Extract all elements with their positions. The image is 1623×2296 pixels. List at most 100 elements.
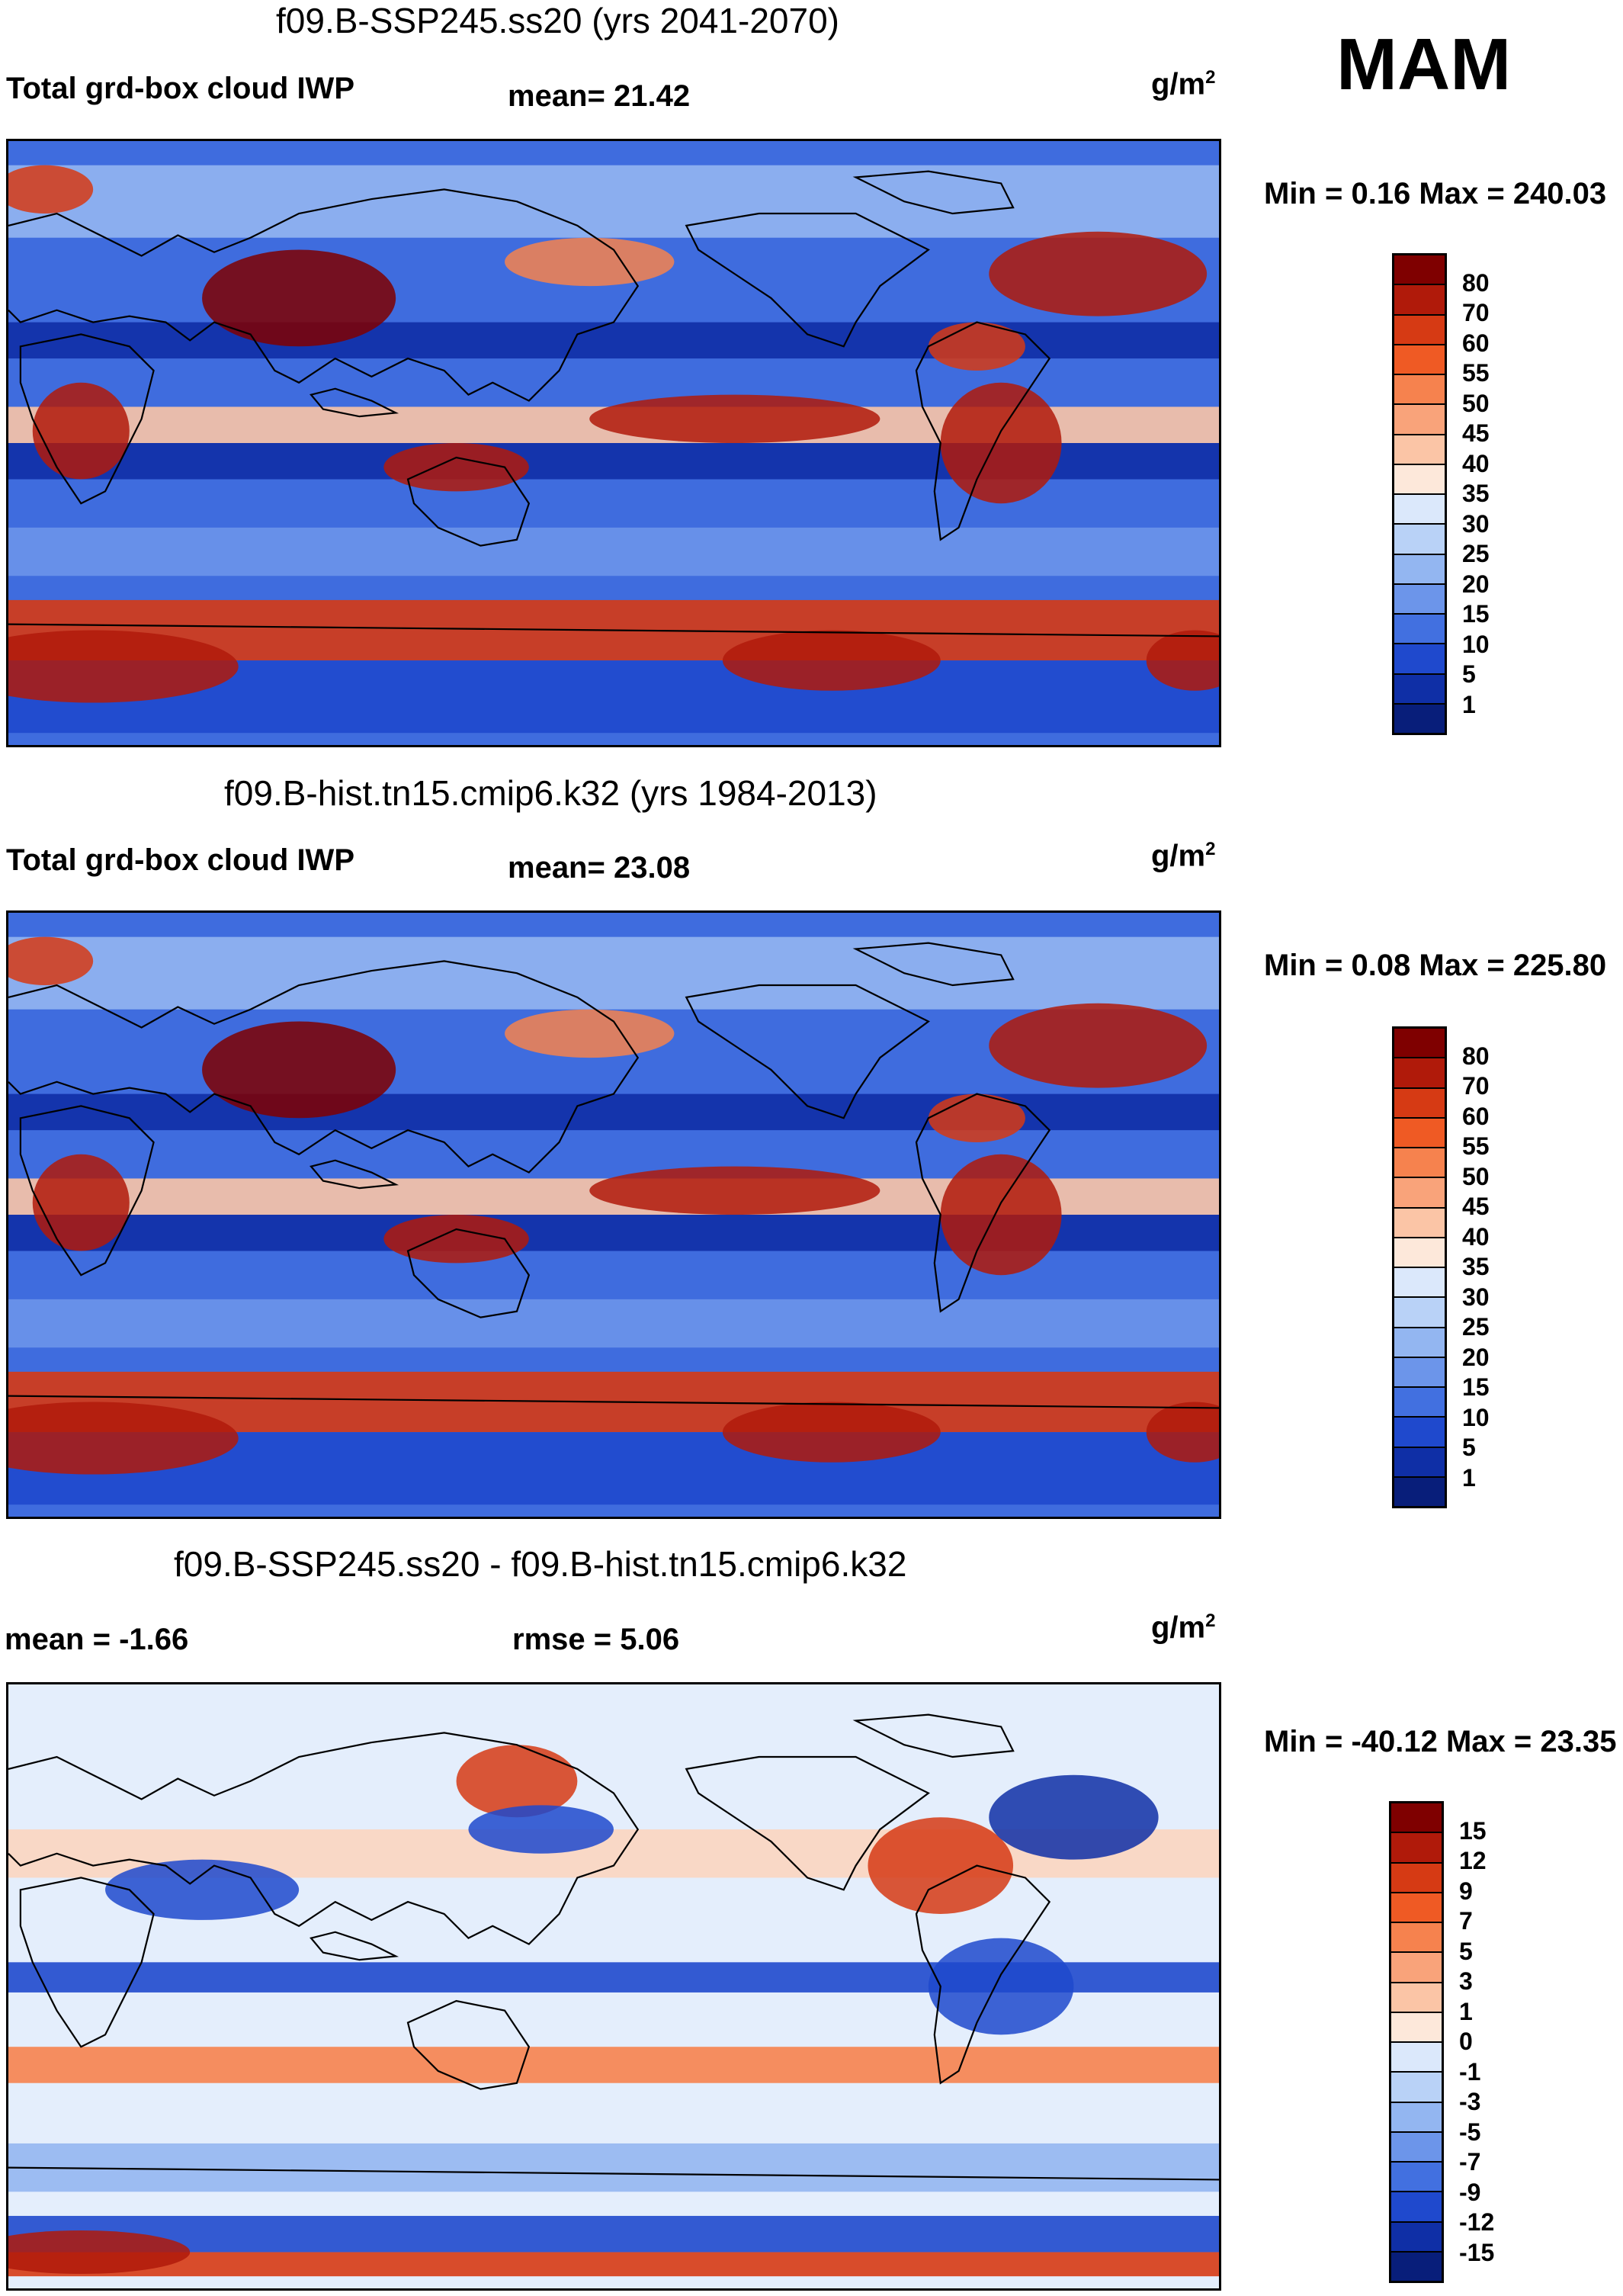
colorbar-cell xyxy=(1394,1388,1445,1418)
colorbar-tick-label: 1 xyxy=(1462,690,1476,718)
panel-3-rmse-label: rmse = 5.06 xyxy=(512,1623,680,1656)
field-blob xyxy=(589,394,880,443)
panel-3-map xyxy=(6,1682,1221,2291)
panel-3-units: g/m2 xyxy=(1151,1610,1216,1645)
colorbar-tick-label: 80 xyxy=(1462,1042,1490,1070)
colorbar-tick-label: 70 xyxy=(1462,299,1490,326)
colorbar-cell xyxy=(1394,1418,1445,1448)
colorbar-cell xyxy=(1394,615,1445,645)
colorbar-tick-label: -9 xyxy=(1459,2178,1481,2206)
colorbar-cell xyxy=(1394,405,1445,435)
colorbar-cell xyxy=(1391,2252,1442,2281)
coastline xyxy=(310,1159,399,1190)
field-band xyxy=(8,2215,1219,2253)
coastline xyxy=(310,387,399,418)
colorbar-cell xyxy=(1394,464,1445,495)
panel-2-title: f09.B-hist.tn15.cmip6.k32 (yrs 1984-2013… xyxy=(224,773,877,813)
colorbar-tick-label: 10 xyxy=(1462,630,1490,658)
colorbar-tick-label: 70 xyxy=(1462,1072,1490,1100)
field-blob xyxy=(8,1402,239,1475)
colorbar-cell xyxy=(1394,1208,1445,1238)
colorbar-cell xyxy=(1394,1447,1445,1478)
coastline xyxy=(852,1713,1015,1758)
colorbar-tick-label: 45 xyxy=(1462,419,1490,447)
panel-2-map xyxy=(6,910,1221,1519)
coastline xyxy=(19,1105,155,1276)
coastline xyxy=(915,1093,1051,1313)
field-band xyxy=(8,936,1219,1010)
coastline xyxy=(310,1931,399,1961)
field-blob xyxy=(202,249,396,347)
panel-1-colorbar xyxy=(1392,253,1447,735)
coastline xyxy=(406,1999,531,2090)
coastline xyxy=(852,942,1015,987)
season-label: MAM xyxy=(1336,24,1512,105)
panel-3-colorbar xyxy=(1389,1801,1444,2283)
field-blob xyxy=(32,382,130,480)
colorbar-tick-label: 50 xyxy=(1462,389,1490,417)
colorbar-tick-label: 9 xyxy=(1459,1877,1473,1905)
field-blob xyxy=(928,1093,1025,1142)
colorbar-tick-label: 20 xyxy=(1462,1343,1490,1371)
coastline xyxy=(915,1864,1051,2085)
field-blob xyxy=(32,1154,130,1251)
field-blob xyxy=(940,1154,1062,1276)
panel-3-title: f09.B-SSP245.ss20 - f09.B-hist.tn15.cmip… xyxy=(174,1544,907,1584)
colorbar-tick-label: 1 xyxy=(1462,1463,1476,1492)
panel-1-units: g/m2 xyxy=(1151,67,1216,101)
coastline xyxy=(685,984,930,1119)
colorbar-cell xyxy=(1391,1863,1442,1893)
colorbar-tick-label: 30 xyxy=(1462,509,1490,538)
panel-2-units: g/m2 xyxy=(1151,839,1216,873)
coastline xyxy=(8,188,640,402)
colorbar-tick-label: 5 xyxy=(1462,660,1476,688)
colorbar-cell xyxy=(1391,2102,1442,2133)
colorbar-tick-label: 35 xyxy=(1462,480,1490,507)
colorbar-cell xyxy=(1394,495,1445,525)
field-blob xyxy=(105,1859,300,1920)
colorbar-tick-label: -7 xyxy=(1459,2148,1481,2176)
colorbar-cell xyxy=(1391,1923,1442,1954)
colorbar-cell xyxy=(1391,1833,1442,1864)
field-blob xyxy=(468,1805,614,1854)
field-blob xyxy=(8,630,239,703)
coastline xyxy=(685,212,930,348)
coastline xyxy=(8,2166,1219,2181)
field-blob xyxy=(1146,1402,1219,1463)
field-blob xyxy=(989,1774,1159,1860)
colorbar-cell xyxy=(1391,2073,1442,2103)
colorbar-cell xyxy=(1394,435,1445,465)
colorbar-cell xyxy=(1394,285,1445,316)
panel-1-title: f09.B-SSP245.ss20 (yrs 2041-2070) xyxy=(276,1,839,40)
panel-1-variable-label: Total grd-box cloud IWP xyxy=(6,72,354,105)
colorbar-cell xyxy=(1394,1178,1445,1209)
field-blob xyxy=(202,1021,396,1119)
colorbar-tick-label: -3 xyxy=(1459,2088,1481,2115)
colorbar-tick-label: 35 xyxy=(1462,1253,1490,1280)
colorbar-cell xyxy=(1391,2163,1442,2193)
colorbar-tick-label: -5 xyxy=(1459,2118,1481,2146)
colorbar-cell xyxy=(1394,674,1445,705)
colorbar-cell xyxy=(1394,1268,1445,1299)
colorbar-cell xyxy=(1394,255,1445,286)
colorbar-cell xyxy=(1391,2043,1442,2073)
colorbar-tick-label: 40 xyxy=(1462,1222,1490,1251)
coastline xyxy=(8,960,640,1174)
field-blob xyxy=(383,443,529,492)
colorbar-cell xyxy=(1391,1893,1442,1923)
panel-1-minmax: Min = 0.16 Max = 240.03 xyxy=(1264,177,1607,210)
colorbar-cell xyxy=(1394,584,1445,615)
colorbar-cell xyxy=(1391,1983,1442,2013)
colorbar-cell xyxy=(1391,1803,1442,1834)
panel-2-variable-label: Total grd-box cloud IWP xyxy=(6,843,354,877)
field-blob xyxy=(1146,630,1219,691)
field-blob xyxy=(383,1215,529,1264)
panel-1-map xyxy=(6,139,1221,747)
field-band xyxy=(8,2143,1219,2192)
field-blob xyxy=(868,1817,1014,1914)
field-blob xyxy=(505,237,675,287)
colorbar-cell xyxy=(1394,1118,1445,1148)
colorbar-cell xyxy=(1394,644,1445,675)
field-blob xyxy=(8,2230,191,2274)
coastline xyxy=(8,1732,640,1945)
